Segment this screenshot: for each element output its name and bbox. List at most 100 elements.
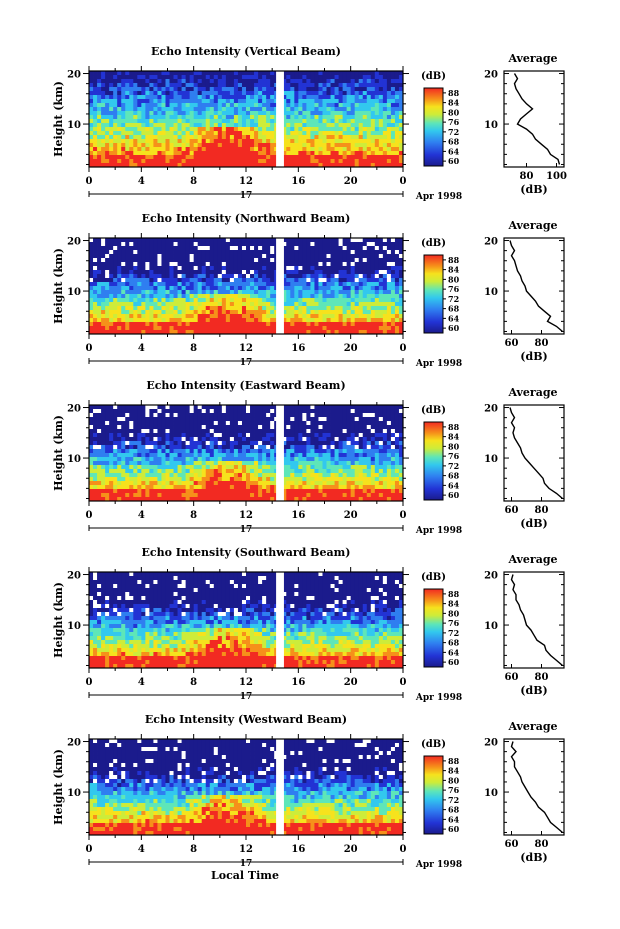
heatmap-cell: [350, 87, 356, 92]
heatmap-cell: [310, 159, 315, 164]
heatmap-cell: [169, 159, 174, 164]
heatmap-cell: [105, 294, 110, 299]
heatmap-cell: [394, 123, 400, 128]
heatmap-cell: [378, 326, 384, 331]
heatmap-cell: [282, 75, 287, 80]
heatmap-cell: [97, 99, 102, 104]
heatmap-cell: [250, 286, 255, 291]
heatmap-cell: [294, 111, 299, 116]
heatmap-cell: [93, 322, 98, 327]
heatmap-cell: [197, 310, 203, 315]
heatmap-cell: [153, 155, 158, 160]
heatmap-cell: [290, 262, 295, 267]
heatmap-cell: [390, 147, 396, 152]
heatmap-cell: [141, 127, 146, 132]
heatmap-cell: [282, 286, 287, 291]
heatmap-cell: [310, 453, 315, 458]
heatmap-cell: [205, 139, 211, 144]
heatmap-cell: [246, 290, 251, 295]
heatmap-cell: [306, 290, 311, 295]
heatmap-cell: [185, 83, 191, 88]
heatmap-cell: [137, 298, 142, 303]
heatmap-cell: [306, 123, 311, 128]
heatmap-cell: [306, 282, 311, 287]
heatmap-cell: [322, 238, 327, 243]
heatmap-cell: [314, 262, 319, 267]
heatmap-cell: [209, 441, 215, 446]
heatmap-cell: [229, 409, 235, 414]
heatmap-cell: [366, 322, 372, 327]
heatmap-cell: [334, 270, 339, 275]
heatmap-cell: [225, 266, 231, 271]
heatmap-cell: [137, 322, 142, 327]
heatmap-cell: [374, 159, 380, 164]
heatmap-cell: [314, 318, 319, 323]
heatmap-cell: [398, 79, 404, 84]
heatmap-cell: [398, 437, 404, 442]
heatmap-cell: [165, 143, 170, 148]
heatmap-cell: [153, 310, 158, 315]
heatmap-cell: [193, 79, 199, 84]
heatmap-cell: [209, 314, 215, 319]
heatmap-cell: [262, 119, 267, 124]
heatmap-cell: [141, 107, 146, 112]
heatmap-cell: [133, 429, 138, 434]
heatmap-cell: [153, 318, 158, 323]
heatmap-cell: [310, 278, 315, 283]
heatmap-cell: [358, 441, 364, 446]
heatmap-cell: [282, 330, 287, 335]
heatmap-cell: [382, 258, 388, 263]
heatmap-cell: [193, 91, 199, 96]
heatmap-cell: [129, 91, 134, 96]
heatmap-cell: [117, 310, 122, 315]
heatmap-cell: [378, 151, 384, 156]
heatmap-cell: [298, 139, 303, 144]
heatmap-cell: [298, 87, 303, 92]
heatmap-cell: [374, 163, 380, 168]
heatmap-cell: [109, 75, 114, 80]
heatmap-cell: [181, 127, 187, 132]
heatmap-cell: [157, 91, 162, 96]
heatmap-cell: [298, 306, 303, 311]
heatmap-cell: [302, 266, 307, 271]
heatmap-cell: [322, 330, 327, 335]
heatmap-cell: [145, 139, 150, 144]
heatmap-cell: [282, 119, 287, 124]
heatmap-cell: [205, 155, 211, 160]
heatmap-cell: [298, 429, 303, 434]
heatmap-cell: [113, 159, 118, 164]
heatmap-cell: [129, 421, 134, 426]
heatmap-cell: [145, 159, 150, 164]
heatmap-cell: [89, 445, 94, 450]
heatmap-cell: [318, 246, 323, 251]
heatmap-cell: [290, 405, 295, 410]
heatmap-cell: [133, 262, 138, 267]
heatmap-cell: [93, 445, 98, 450]
heatmap-cell: [246, 71, 251, 76]
heatmap-cell: [302, 453, 307, 458]
heatmap-cell: [362, 421, 368, 426]
heatmap-cell: [209, 242, 215, 247]
heatmap-cell: [250, 405, 255, 410]
heatmap-cell: [334, 282, 339, 287]
heatmap-cell: [250, 437, 255, 442]
heatmap-cell: [201, 322, 207, 327]
heatmap-cell: [306, 135, 311, 140]
heatmap-cell: [318, 115, 323, 120]
heatmap-cell: [314, 266, 319, 271]
heatmap-cell: [302, 91, 307, 96]
heatmap-cell: [394, 258, 400, 263]
heatmap-cell: [237, 91, 243, 96]
heatmap-cell: [237, 270, 243, 275]
heatmap-cell: [398, 429, 404, 434]
heatmap-cell: [101, 433, 106, 438]
heatmap-cell: [173, 270, 178, 275]
heatmap-cell: [185, 135, 191, 140]
heatmap-cell: [181, 437, 187, 442]
heatmap-cell: [282, 441, 287, 446]
heatmap-cell: [386, 254, 392, 259]
heatmap-cell: [141, 278, 146, 283]
heatmap-cell: [221, 282, 227, 287]
heatmap-cell: [398, 294, 404, 299]
heatmap-cell: [338, 326, 344, 331]
